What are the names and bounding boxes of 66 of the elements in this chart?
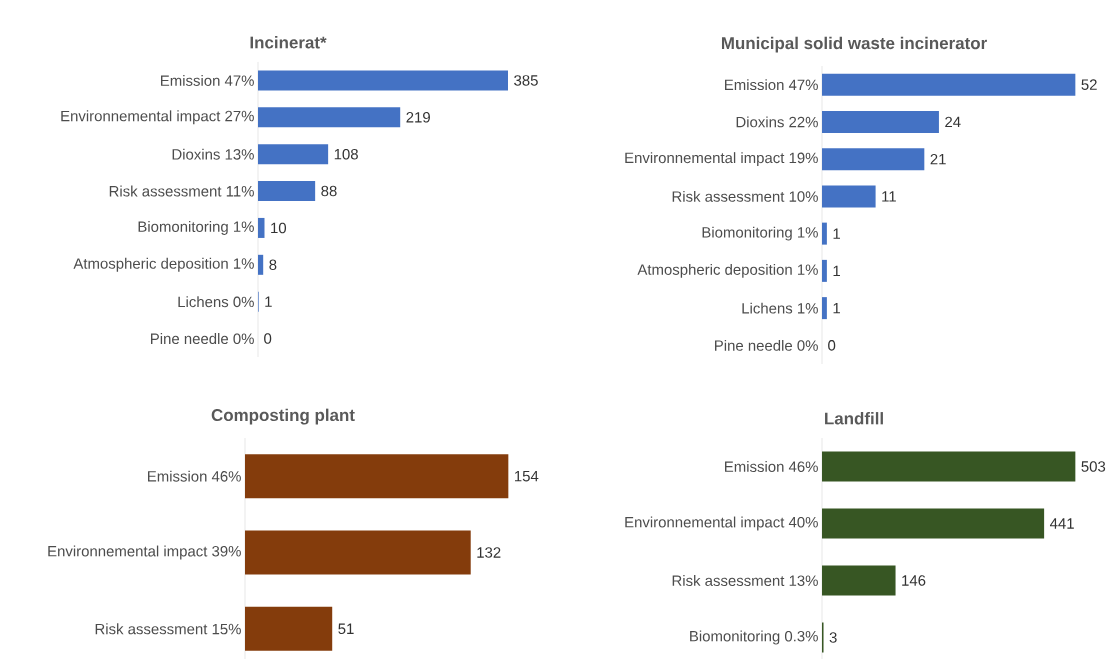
y-tick-label: Emission 46% bbox=[725, 461, 818, 472]
data-label: 0 bbox=[264, 333, 272, 344]
y-tick-label: Biomonitoring 0.3% bbox=[690, 630, 818, 645]
y-tick-label: Risk assessment 10% bbox=[672, 190, 818, 202]
bar bbox=[822, 508, 1045, 539]
chart-title: Composting plant bbox=[211, 408, 355, 425]
bar bbox=[822, 565, 896, 596]
data-label: 1 bbox=[833, 228, 840, 239]
y-tick-label: Risk assessment 15% bbox=[95, 623, 241, 635]
data-label: 1 bbox=[833, 265, 840, 277]
bar bbox=[258, 107, 401, 128]
y-tick-label: Emission 47% bbox=[725, 79, 818, 91]
data-label: 1 bbox=[265, 296, 272, 307]
data-label: 88 bbox=[321, 185, 337, 197]
y-tick-label: Atmospheric deposition 1% bbox=[637, 263, 818, 278]
bar bbox=[822, 110, 939, 133]
y-tick-label: Dioxins 13% bbox=[172, 148, 254, 160]
y-tick-label: Biomonitoring 1% bbox=[702, 226, 818, 241]
bar bbox=[822, 148, 925, 171]
data-label: 10 bbox=[271, 222, 287, 234]
y-tick-label: Environnemental impact 40% bbox=[625, 516, 818, 531]
data-label: 21 bbox=[930, 153, 946, 165]
y-tick-label: Risk assessment 11% bbox=[109, 185, 254, 197]
data-label: 132 bbox=[477, 547, 501, 558]
data-label: 24 bbox=[945, 116, 961, 128]
data-label: 503 bbox=[1081, 461, 1106, 472]
y-tick-label: Environnemental impact 39% bbox=[48, 545, 241, 560]
data-label: 3 bbox=[829, 632, 837, 643]
data-label: 51 bbox=[338, 623, 354, 635]
data-label: 52 bbox=[1081, 79, 1097, 90]
data-label: 219 bbox=[406, 112, 430, 123]
y-tick-label: Risk assessment 13% bbox=[672, 575, 818, 586]
bar bbox=[258, 181, 316, 202]
y-tick-label: Lichens 0% bbox=[178, 296, 254, 308]
y-tick-label: Pine needle 0% bbox=[715, 339, 818, 351]
data-label: 1 bbox=[833, 302, 840, 314]
bar bbox=[822, 297, 827, 320]
bar bbox=[258, 217, 265, 238]
y-tick-label: Biomonitoring 1% bbox=[138, 220, 254, 235]
bar bbox=[258, 144, 329, 165]
data-label: 0 bbox=[828, 340, 836, 351]
y-tick-label: Atmospheric deposition 1% bbox=[73, 257, 254, 272]
data-label: 8 bbox=[269, 259, 277, 271]
bar bbox=[822, 259, 827, 282]
data-label: 154 bbox=[515, 470, 539, 482]
chart-title: Incinerat* bbox=[250, 36, 327, 49]
y-tick-label: Pine needle 0% bbox=[151, 333, 254, 345]
bar bbox=[822, 73, 1076, 96]
y-tick-label: Environnemental impact 19% bbox=[625, 152, 818, 167]
y-tick-label: Environnemental impact 27% bbox=[61, 110, 254, 125]
bar bbox=[822, 185, 876, 208]
data-label: 146 bbox=[902, 575, 926, 586]
y-tick-label: Emission 46% bbox=[148, 470, 241, 482]
data-label: 385 bbox=[514, 75, 538, 86]
chart-title: Landfill bbox=[825, 412, 883, 425]
data-label: 108 bbox=[334, 148, 358, 160]
data-label: 11 bbox=[882, 191, 896, 202]
y-tick-label: Emission 47% bbox=[161, 74, 254, 86]
bar bbox=[822, 451, 1076, 482]
y-tick-label: Dioxins 22% bbox=[736, 116, 818, 128]
chart-title: Municipal solid waste incinerator bbox=[721, 36, 987, 53]
bar bbox=[258, 254, 264, 275]
bar bbox=[258, 70, 508, 91]
data-label: 441 bbox=[1049, 518, 1074, 529]
bar bbox=[822, 222, 827, 245]
y-tick-label: Lichens 1% bbox=[742, 302, 818, 314]
